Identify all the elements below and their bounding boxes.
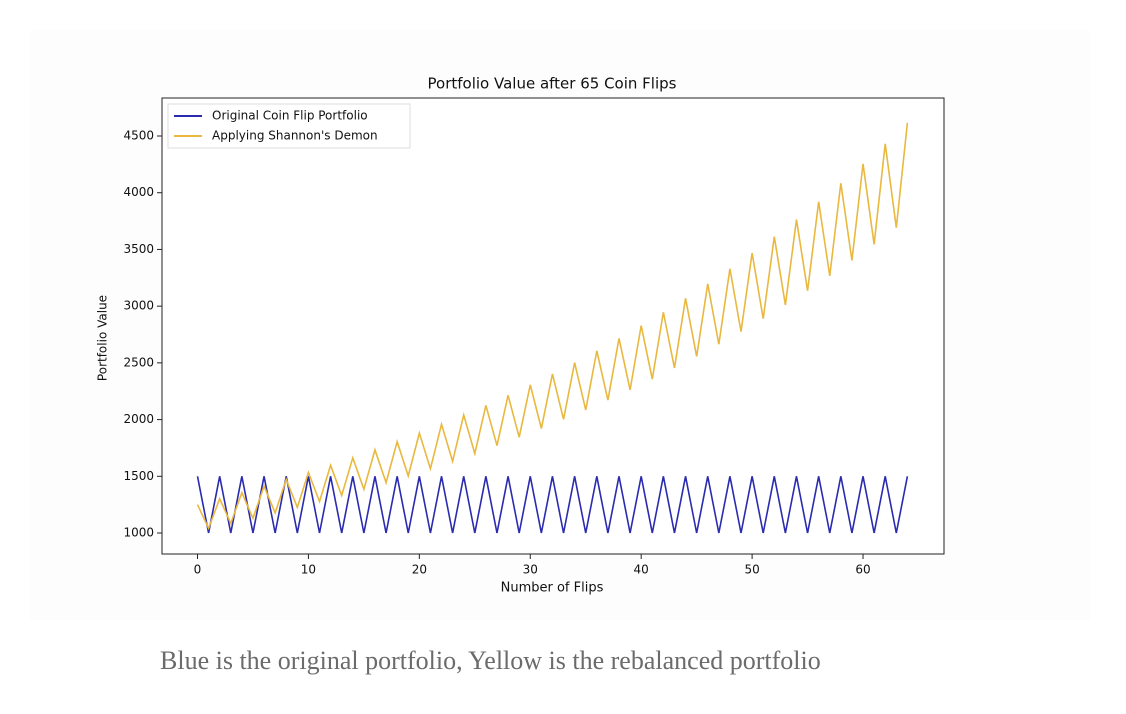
y-tick-label: 3500 [123,242,154,256]
legend-box [167,103,411,149]
x-tick-label: 20 [412,563,427,577]
x-tick-label: 10 [301,563,316,577]
y-tick-label: 2500 [123,355,154,369]
caption: Blue is the original portfolio, Yellow i… [160,646,821,675]
chart-title: Portfolio Value after 65 Coin Flips [428,75,677,93]
x-tick-label: 50 [744,563,759,577]
y-tick-label: 2000 [123,412,154,426]
series-line [196,476,909,534]
x-tick-label: 60 [855,563,870,577]
x-tick-label: 30 [523,563,538,577]
y-tick-label: 1000 [123,526,154,540]
legend-label: Original Coin Flip Portfolio [212,109,368,123]
legend-label: Applying Shannon's Demon [212,129,378,143]
x-tick-label: 0 [194,563,202,577]
series-line [196,122,909,531]
x-tick-label: 40 [634,563,649,577]
y-tick-label: 3000 [123,299,154,313]
x-axis-label: Number of Flips [501,581,604,596]
y-tick-label: 1500 [123,469,154,483]
y-axis-label: Portfolio Value [96,295,110,381]
plot-area [161,97,945,555]
chart: Portfolio Value after 65 Coin Flips Numb… [95,74,945,596]
y-tick-label: 4000 [123,185,154,199]
y-tick-label: 4500 [123,129,154,143]
